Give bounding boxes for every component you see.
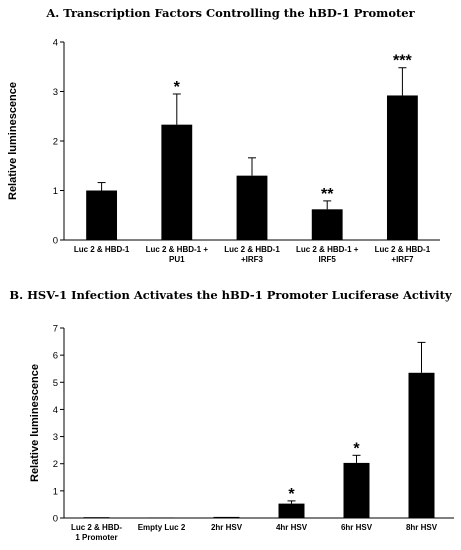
chart-a-category-label: Luc 2 & HBD-1 + xyxy=(296,245,359,254)
chart-a-y-tick-label: 0 xyxy=(53,236,58,247)
chart-b-y-tick-label: 0 xyxy=(53,514,58,525)
chart-a-y-axis-label: Relative luminescence xyxy=(7,82,19,200)
chart-b-category-label: 6hr HSV xyxy=(341,523,373,532)
chart-a-bar xyxy=(386,95,418,241)
chart-b-category-label: 4hr HSV xyxy=(276,523,308,532)
chart-b-bar xyxy=(213,516,240,518)
chart-a-category-label: Luc 2 & HBD-1 xyxy=(375,245,431,254)
chart-b-title: B. HSV-1 Infection Activates the hBD-1 P… xyxy=(9,288,452,302)
chart-b-category-label: Luc 2 & HBD- xyxy=(71,523,122,532)
chart-a-significance-label: ** xyxy=(321,186,334,203)
chart-b-y-tick-label: 6 xyxy=(53,351,58,362)
chart-a-significance-label: * xyxy=(174,79,181,96)
chart-a-title: A. Transcription Factors Controlling the… xyxy=(46,6,415,20)
chart-a-y-tick-label: 3 xyxy=(53,87,58,98)
chart-a-y-tick-label: 2 xyxy=(53,137,58,148)
chart-b-y-tick-label: 2 xyxy=(53,459,58,470)
chart-b-category-label: Empty Luc 2 xyxy=(138,523,186,532)
chart-b-significance-label: * xyxy=(353,440,360,457)
chart-a-category-label: +IRF3 xyxy=(241,255,264,264)
chart-b-bar xyxy=(408,372,435,518)
chart-b-bar xyxy=(278,503,305,518)
chart-a-category-label: Luc 2 & HBD-1 xyxy=(74,245,130,254)
chart-a-bar xyxy=(236,175,268,240)
chart-b-y-tick-label: 7 xyxy=(53,324,58,335)
chart-b-y-axis-label: Relative luminescence xyxy=(29,364,41,482)
chart-a-category-label: IRF5 xyxy=(319,255,337,264)
chart-b-category-label: 1 Promoter xyxy=(75,533,117,542)
chart-a-category-label: Luc 2 & HBD-1 + xyxy=(146,245,209,254)
chart-a-category-label: Luc 2 & HBD-1 xyxy=(224,245,280,254)
chart-b: Relative luminescence 0 1 2 3 4 5 6 7 Luc 2 & HBD… xyxy=(29,324,454,542)
chart-a-category-label: PU1 xyxy=(169,255,185,264)
chart-b-category-label: 8hr HSV xyxy=(406,523,438,532)
chart-b-significance-label: * xyxy=(288,486,295,503)
chart-b-y-tick-label: 4 xyxy=(53,405,58,416)
chart-a-bar xyxy=(86,190,118,240)
chart-b-bar xyxy=(343,462,370,518)
chart-a-significance-label: *** xyxy=(393,53,412,70)
chart-b-y-tick-label: 3 xyxy=(53,432,58,443)
chart-a-bar xyxy=(311,209,343,240)
chart-b-y-tick-label: 1 xyxy=(53,486,58,497)
chart-b-category-label: 2hr HSV xyxy=(211,523,243,532)
chart-a-category-label: +IRF7 xyxy=(391,255,414,264)
chart-a-bar xyxy=(161,124,193,240)
chart-a: Relative luminescence 0 1 2 3 4 Luc 2 & HBD-1 *… xyxy=(7,38,440,264)
chart-b-y-tick-label: 5 xyxy=(53,378,58,389)
chart-a-y-tick-label: 1 xyxy=(53,186,58,197)
chart-a-y-tick-label: 4 xyxy=(53,38,58,49)
